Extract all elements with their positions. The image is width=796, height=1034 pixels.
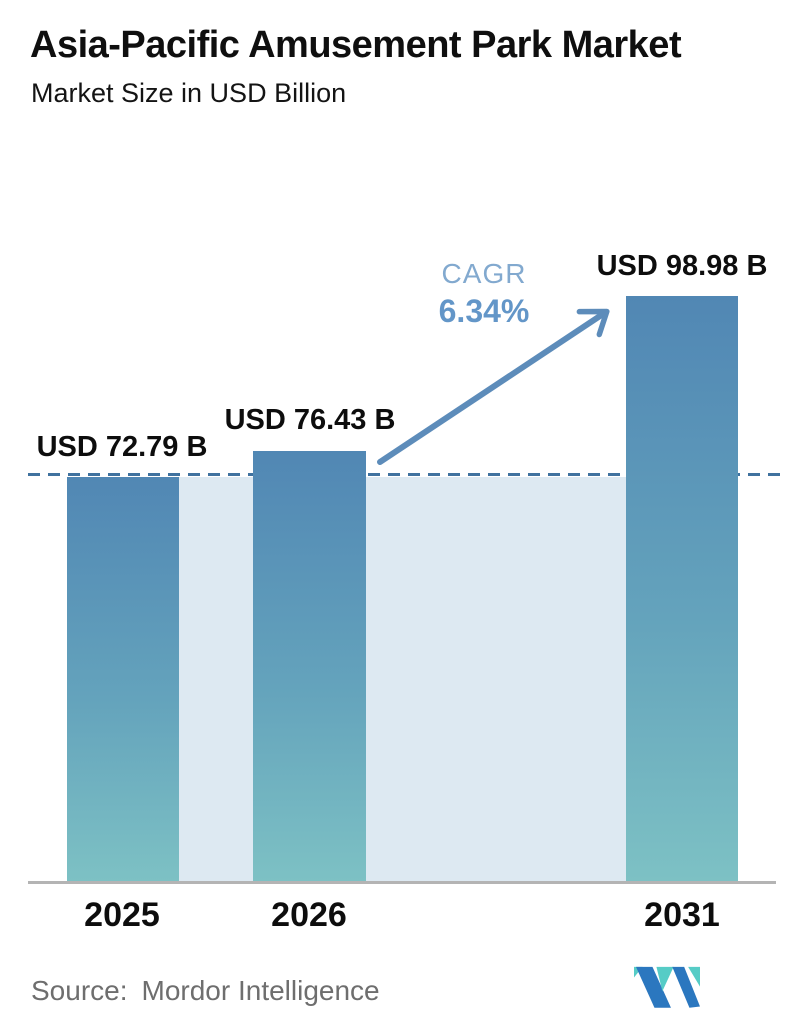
cagr-annotation: CAGR 6.34% [395, 258, 573, 330]
value-label-2031: USD 98.98 B [596, 250, 768, 282]
bar-2025 [67, 477, 179, 881]
value-label-2026: USD 76.43 B [224, 404, 396, 436]
bar-2031 [626, 296, 738, 881]
cagr-value: 6.34% [438, 293, 530, 329]
source-text: Source: Mordor Intelligence [31, 975, 591, 1007]
x-axis-line [28, 881, 776, 884]
value-label-2025: USD 72.79 B [36, 431, 208, 463]
x-label-2031: 2031 [644, 896, 720, 934]
dashed-reference-line [28, 473, 782, 476]
source-name: Mordor Intelligence [141, 975, 380, 1006]
source-label: Source: [31, 975, 128, 1006]
cagr-label: CAGR [441, 258, 527, 289]
x-label-2025: 2025 [84, 896, 160, 934]
x-label-2026: 2026 [271, 896, 347, 934]
mordor-intelligence-logo [634, 966, 700, 1010]
chart-subtitle: Market Size in USD Billion [31, 78, 347, 108]
bar-2026 [253, 451, 366, 881]
chart-title: Asia-Pacific Amusement Park Market [30, 24, 682, 66]
